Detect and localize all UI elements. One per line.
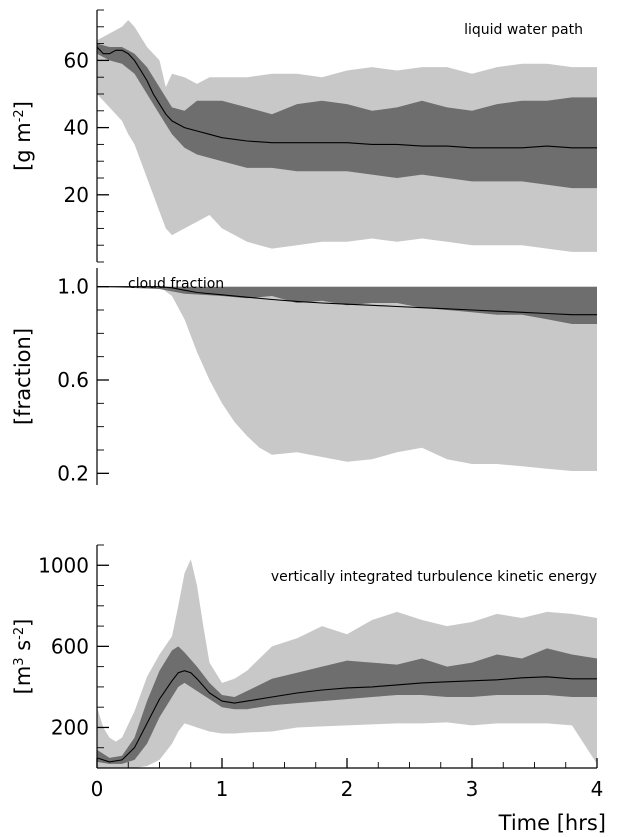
band-inner-2 <box>97 286 597 324</box>
y-tick-label: 1000 <box>38 553 89 577</box>
panel-2: 0.2 0.6 1.0 [fraction] cloud fraction <box>11 268 597 485</box>
y-tick-label: 200 <box>51 715 89 739</box>
x-tick-label: 4 <box>591 777 604 801</box>
panel-3: 200 600 1000 [m3 s-2] vertically integrated … <box>11 544 606 835</box>
y-axis-label-1: [g m-2] <box>11 101 35 171</box>
y-tick-label: 20 <box>64 183 89 207</box>
panel-title-3: vertically integrated turbulence kinetic… <box>271 569 597 585</box>
x-tick-label: 1 <box>216 777 229 801</box>
x-axis-label: Time [hrs] <box>498 811 606 835</box>
x-tick-label: 0 <box>91 777 104 801</box>
y-tick-label: 1.0 <box>57 275 89 299</box>
y-tick-label: 0.2 <box>57 461 89 485</box>
mean-line-2 <box>97 286 597 316</box>
x-tick-label: 3 <box>466 777 479 801</box>
y-axis-label-3: [m3 s-2] <box>11 619 35 695</box>
panel-title-2: cloud fraction <box>128 276 224 292</box>
band-outer-2 <box>97 286 597 471</box>
y-tick-label: 60 <box>64 48 89 72</box>
x-tick-label: 2 <box>341 777 354 801</box>
y-tick-label: 600 <box>51 634 89 658</box>
mean-line-1 <box>96 46 597 149</box>
y-axis-label-2: [fraction] <box>11 328 35 425</box>
band-inner-3 <box>97 646 597 764</box>
y-tick-label: 0.6 <box>57 368 89 392</box>
mean-line-3 <box>96 670 597 763</box>
y-tick-label: 40 <box>64 116 89 140</box>
band-inner-1 <box>97 43 597 189</box>
panel-1: 20 40 60 [g m-2] liquid water path <box>11 9 597 263</box>
panel-title-1: liquid water path <box>464 22 583 38</box>
